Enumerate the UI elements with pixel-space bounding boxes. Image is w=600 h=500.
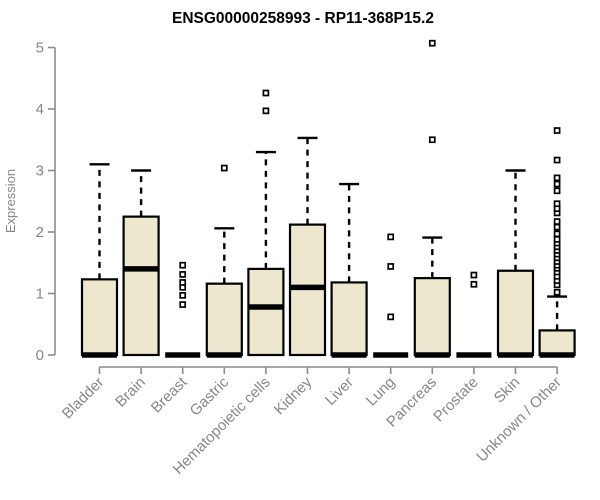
- category-label: Prostate: [430, 374, 482, 426]
- outlier-marker: [179, 261, 187, 269]
- boxplot-gastric: [205, 164, 243, 358]
- outlier-marker: [179, 279, 187, 286]
- boxplot-lung: [373, 233, 409, 358]
- y-axis-tick-label: 3: [36, 163, 44, 180]
- boxplot-bladder: [80, 163, 119, 358]
- outlier-marker: [553, 187, 561, 195]
- y-axis-tick-label: 0: [36, 347, 44, 364]
- box-rect: [80, 278, 119, 357]
- outlier-marker: [428, 39, 436, 47]
- outlier-marker: [553, 180, 561, 188]
- box-rect: [122, 215, 160, 357]
- chart-title: ENSG00000258993 - RP11-368P15.2: [172, 10, 434, 27]
- category-label: Brain: [112, 374, 149, 411]
- outlier-marker: [470, 280, 478, 288]
- outlier-marker: [553, 223, 561, 231]
- y-axis-tick-label: 4: [36, 101, 44, 118]
- boxplot-liver: [330, 182, 368, 358]
- outlier-marker: [553, 288, 561, 296]
- boxplot-unknown-other: [538, 127, 576, 358]
- boxplot-breast: [165, 261, 201, 358]
- boxplot-skin: [496, 169, 535, 358]
- y-axis-tick-label: 5: [36, 40, 44, 57]
- y-axis-tick-label: 1: [36, 286, 44, 303]
- boxplot-brain: [122, 169, 160, 357]
- box-rect: [247, 267, 285, 357]
- category-label: Skin: [491, 374, 524, 407]
- category-label: Lung: [363, 374, 399, 410]
- outlier-marker: [428, 136, 436, 144]
- boxplot-kidney: [288, 136, 327, 357]
- box-rect: [205, 282, 243, 357]
- y-axis-tick-label: 2: [36, 224, 44, 241]
- outlier-marker: [387, 263, 395, 270]
- boxplot-prostate: [456, 271, 492, 358]
- outlier-marker: [470, 271, 478, 279]
- outlier-marker: [553, 200, 561, 208]
- outlier-marker: [553, 230, 561, 238]
- outlier-marker: [553, 156, 561, 164]
- outlier-marker: [179, 291, 187, 299]
- outlier-marker: [553, 236, 561, 243]
- outlier-marker: [179, 301, 187, 308]
- category-label: Breast: [148, 373, 191, 416]
- y-axis-label: Expression: [3, 169, 18, 233]
- outlier-marker: [179, 271, 187, 278]
- box-rect: [538, 329, 576, 357]
- outlier-marker: [553, 174, 561, 182]
- boxplot-pancreas: [413, 39, 451, 358]
- category-label: Kidney: [271, 373, 316, 418]
- outlier-marker: [553, 218, 561, 225]
- outlier-marker: [387, 233, 395, 241]
- category-label: Liver: [322, 374, 357, 409]
- outlier-marker: [387, 313, 395, 321]
- outlier-marker: [262, 107, 270, 115]
- outlier-marker: [262, 89, 270, 97]
- box-rect: [413, 277, 451, 357]
- boxplot-hematopoietic-cells: [247, 89, 285, 357]
- box-rect: [496, 269, 535, 357]
- box-rect: [330, 281, 368, 357]
- category-label: Bladder: [59, 374, 108, 423]
- outlier-marker: [220, 164, 228, 172]
- outlier-marker: [553, 127, 561, 134]
